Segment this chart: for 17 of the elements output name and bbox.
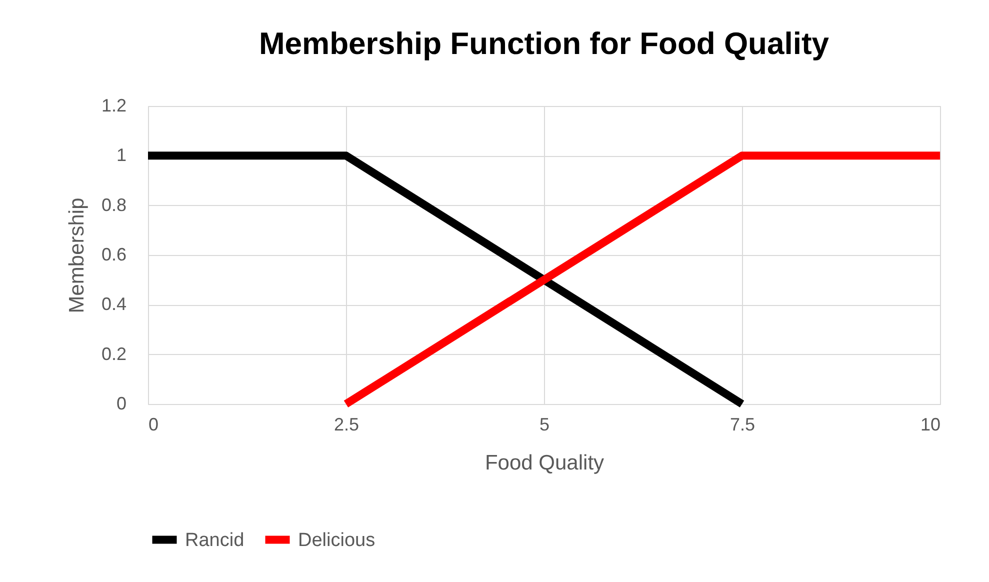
y-tick-label: 0.2: [101, 344, 126, 364]
y-tick-label: 1.2: [101, 96, 126, 116]
y-tick-label: 0.6: [101, 244, 126, 264]
x-tick-label: 5: [539, 414, 550, 434]
y-axis-title: Membership: [65, 198, 88, 314]
x-tick-label: 2.5: [334, 414, 360, 434]
x-tick-label: 0: [148, 414, 159, 434]
y-tick-label: 0.4: [101, 294, 126, 314]
chart-title: Membership Function for Food Quality: [258, 26, 830, 61]
x-tick-label: 7.5: [730, 414, 756, 434]
legend-label: Rancid: [185, 530, 244, 551]
y-tick-label: 1: [116, 145, 126, 166]
y-tick-label: 0: [116, 394, 126, 414]
x-axis-title: Food Quality: [484, 452, 605, 474]
x-tick-label: 10: [920, 414, 940, 434]
y-tick-label: 0.8: [101, 194, 126, 215]
legend-label: Delicious: [298, 530, 376, 551]
